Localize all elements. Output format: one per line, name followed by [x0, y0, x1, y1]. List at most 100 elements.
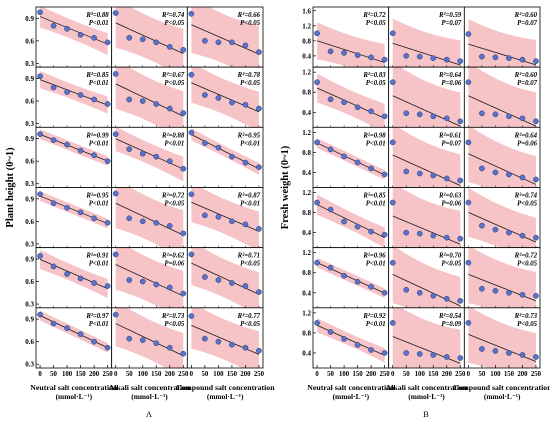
r-squared-label: R²=0.67: [161, 72, 185, 79]
x-tick-label: 200: [517, 371, 528, 378]
x-tick-label: 250: [531, 371, 542, 378]
data-point: [139, 36, 146, 43]
r-squared-label: R²=0.74: [161, 12, 185, 19]
y-tick-label: 0.9: [25, 195, 34, 203]
data-point: [91, 338, 97, 345]
r-squared-label: R²=0.87: [237, 193, 261, 200]
data-point: [229, 39, 235, 46]
p-value-label: P<0.01: [240, 201, 260, 208]
data-point: [215, 338, 222, 345]
prediction-band: [392, 247, 461, 308]
r-squared-label: R²=0.95: [85, 193, 109, 200]
data-point: [153, 153, 160, 160]
prediction-band: [40, 7, 108, 55]
data-point: [465, 139, 472, 146]
prediction-band: [392, 187, 461, 248]
data-point: [202, 274, 208, 280]
subplot-r6-c1: R²=0.97P<0.01 0.9 0.6 0.3 0 50 100 150 200 250: [25, 307, 113, 378]
data-point: [506, 113, 512, 120]
data-point: [443, 295, 450, 302]
regression-line: [468, 333, 537, 362]
data-point: [37, 131, 43, 137]
y-tick-label: 0.6: [25, 37, 34, 45]
subplot-r4-c1: R²=0.85P<0.01 1.2 0.8 0.4: [302, 187, 390, 249]
data-point: [126, 34, 133, 41]
x-axis-title: Neutral salt concentration: [307, 383, 395, 392]
subplot-r2-c2: R²=0.67P<0.05: [111, 66, 188, 128]
p-value-label: P<0.05: [164, 20, 185, 27]
y-tick-label: 0.4: [302, 229, 311, 237]
data-point: [479, 222, 485, 229]
data-point: [91, 152, 97, 159]
r-squared-label: R²=0.83: [362, 72, 386, 79]
prediction-band: [115, 67, 184, 128]
subplot-r6-c3: R²=0.73P<0.05 0 50 100 150 200 250: [463, 307, 542, 378]
data-point: [91, 280, 97, 286]
data-point: [64, 89, 70, 95]
data-point: [64, 141, 70, 148]
data-point: [492, 226, 499, 233]
p-value-label: P<0.01: [89, 80, 109, 87]
x-tick-label: 250: [254, 371, 265, 378]
data-point: [341, 272, 347, 279]
data-point: [381, 113, 388, 120]
r-squared-label: R²=0.63: [438, 193, 462, 200]
r-squared-label: R²=0.60: [514, 12, 538, 19]
subplot-r4-c3: R²=0.87P<0.01: [186, 187, 264, 249]
data-point: [354, 278, 361, 285]
data-point: [215, 213, 222, 220]
regression-line: [115, 264, 184, 297]
p-value-label: P<0.05: [164, 80, 185, 87]
data-point: [465, 31, 472, 37]
x-tick-label: 50: [327, 371, 334, 378]
data-point: [202, 92, 208, 98]
r-squared-label: R²=0.91: [85, 253, 108, 260]
data-point: [506, 55, 512, 61]
r-squared-label: R²=0.60: [514, 72, 538, 79]
data-point: [368, 347, 374, 353]
x-tick-label: 0: [315, 371, 319, 378]
x-tick-label: 150: [504, 371, 515, 378]
x-tick-label: 200: [240, 371, 251, 378]
p-value-label: P=0.07: [517, 80, 538, 87]
data-point: [104, 344, 111, 351]
subplot-r1-c2: R²=0.59P=0.07: [388, 6, 465, 68]
r-squared-label: R²=0.77: [237, 313, 261, 320]
p-value-label: P<0.05: [240, 80, 261, 87]
data-point: [314, 320, 320, 326]
y-tick-label: 1.2: [302, 129, 311, 137]
prediction-band: [317, 73, 385, 128]
data-point: [180, 350, 187, 357]
y-tick-label: 1.2: [302, 249, 311, 257]
data-point: [229, 280, 235, 286]
data-point: [112, 251, 119, 258]
subplot-r5-c1: R²=0.91P<0.01 0.9 0.6 0.3: [25, 247, 113, 309]
data-point: [50, 320, 57, 327]
x-tick-label: 0: [467, 371, 471, 378]
subplot-r2-c2: R²=0.64P=0.06: [388, 66, 465, 128]
data-point: [37, 9, 43, 16]
p-value-label: P<0.05: [366, 20, 387, 27]
data-point: [479, 110, 485, 117]
data-point: [492, 54, 499, 61]
data-point: [389, 139, 396, 146]
data-point: [389, 79, 396, 86]
data-point: [416, 170, 423, 177]
data-point: [202, 37, 208, 44]
data-point: [202, 140, 208, 146]
x-axis-unit: (mmol·L⁻¹): [207, 392, 244, 401]
p-value-label: P=0.07: [441, 140, 462, 147]
subplot-r4-c1: R²=0.95P<0.01 0.9 0.6 0.3: [25, 187, 113, 248]
data-point: [403, 229, 410, 236]
prediction-band: [191, 187, 259, 248]
subplot-r4-c2: R²=0.63P=0.06: [388, 187, 465, 249]
p-value-label: P<0.01: [366, 140, 386, 147]
data-point: [416, 53, 423, 60]
data-point: [180, 110, 187, 116]
data-point: [64, 271, 70, 277]
prediction-band: [115, 187, 184, 248]
prediction-band: [468, 247, 536, 308]
data-point: [256, 226, 262, 232]
x-tick-label: 200: [442, 371, 453, 378]
subplot-r3-c3: R²=0.64P=0.06: [463, 126, 541, 188]
